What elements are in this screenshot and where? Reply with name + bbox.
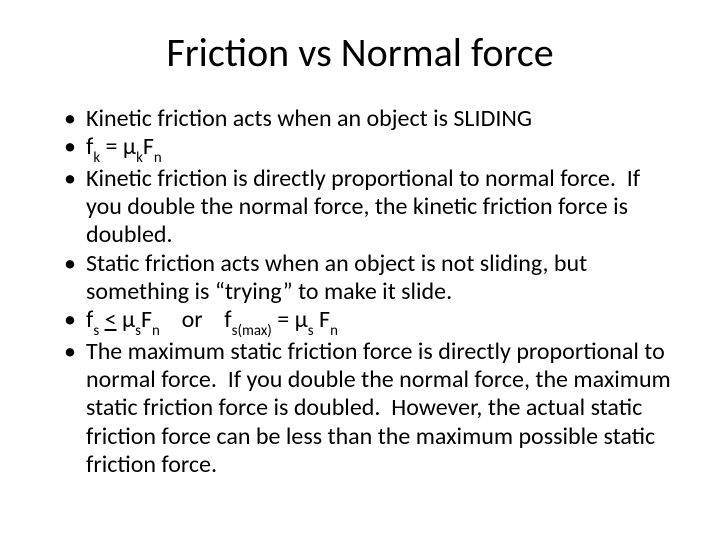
bullet-item: fs < μsFn or fs(max) = μs Fn bbox=[68, 306, 680, 337]
bullet-item: fk = μkFn bbox=[68, 133, 680, 164]
bullet-item: Kinetic friction acts when an object is … bbox=[68, 105, 680, 133]
bullet-list: Kinetic friction acts when an object is … bbox=[40, 105, 680, 479]
slide-title: Friction vs Normal force bbox=[40, 28, 680, 77]
slide: Friction vs Normal force Kinetic frictio… bbox=[0, 0, 720, 540]
bullet-item: Static friction acts when an object is n… bbox=[68, 250, 680, 307]
bullet-item: The maximum static friction force is dir… bbox=[68, 338, 680, 480]
bullet-item: Kinetic friction is directly proportiona… bbox=[68, 165, 680, 250]
